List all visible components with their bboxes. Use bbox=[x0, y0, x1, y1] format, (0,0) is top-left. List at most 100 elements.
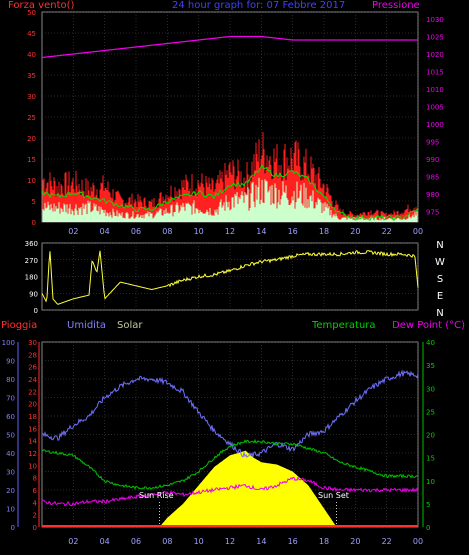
wind-x-tick: 02 bbox=[68, 227, 78, 236]
wind-x-tick: 06 bbox=[131, 227, 141, 236]
wind-y-tick: 45 bbox=[27, 30, 36, 38]
humidity-y-tick: 40 bbox=[6, 450, 15, 458]
wind-y-tick: 10 bbox=[27, 177, 36, 185]
wind-x-tick: 22 bbox=[382, 227, 392, 236]
direction-y-tick: 180 bbox=[25, 274, 38, 282]
pressure-y-tick: 1015 bbox=[426, 69, 444, 77]
wind-y-tick: 0 bbox=[32, 219, 36, 227]
solar-title: Solar bbox=[117, 320, 143, 331]
compass-e: E bbox=[437, 291, 443, 302]
humidity-y-tick: 60 bbox=[6, 413, 15, 421]
rain-y-tick: 22 bbox=[28, 388, 37, 396]
pressure-y-tick: 1025 bbox=[426, 34, 444, 42]
rain-title: Pioggia bbox=[1, 320, 38, 331]
temperature-y-tick: 30 bbox=[426, 385, 435, 393]
rain-y-tick: 18 bbox=[28, 413, 37, 421]
wind-y-tick: 30 bbox=[27, 93, 36, 101]
direction-y-tick: 360 bbox=[25, 240, 38, 248]
temperature-y-tick: 15 bbox=[426, 455, 435, 463]
avg-wind-line bbox=[41, 164, 419, 222]
direction-y-tick: 90 bbox=[29, 290, 38, 298]
direction-y-tick: 0 bbox=[34, 307, 38, 315]
humidity-y-tick: 80 bbox=[6, 376, 15, 384]
wind-x-tick: 16 bbox=[288, 227, 298, 236]
temperature-y-tick: 25 bbox=[426, 408, 435, 416]
wind-y-tick: 15 bbox=[27, 156, 36, 164]
humidity-y-tick: 0 bbox=[11, 524, 15, 532]
rain-y-tick: 14 bbox=[28, 438, 37, 446]
dew-point-line bbox=[41, 476, 419, 507]
compass-n: N bbox=[436, 308, 443, 319]
pressure-y-tick: 1005 bbox=[426, 104, 444, 112]
rain-y-tick: 2 bbox=[33, 512, 37, 520]
humidity-y-tick: 20 bbox=[6, 487, 15, 495]
bottom-header: Pioggia Umidita Solar Temperatura Dew Po… bbox=[0, 320, 469, 334]
humidity-title: Umidita bbox=[67, 320, 107, 331]
rain-y-tick: 12 bbox=[28, 450, 37, 458]
wind-y-tick: 50 bbox=[27, 9, 36, 17]
temperature-y-tick: 5 bbox=[426, 501, 430, 509]
grid-layer bbox=[41, 11, 419, 528]
wind-y-tick: 20 bbox=[27, 135, 36, 143]
humidity-line bbox=[42, 369, 419, 458]
climate-x-tick: 02 bbox=[68, 537, 78, 546]
temperature-y-tick: 35 bbox=[426, 362, 435, 370]
rain-y-tick: 4 bbox=[33, 499, 38, 507]
rain-y-tick: 0 bbox=[33, 524, 37, 532]
direction-y-tick: 270 bbox=[25, 257, 38, 265]
rain-y-tick: 6 bbox=[33, 487, 38, 495]
compass-w: W bbox=[435, 257, 445, 268]
wind-x-tick: 14 bbox=[256, 227, 266, 236]
pressure-title: Pressione bbox=[372, 0, 420, 11]
climate-x-tick: 16 bbox=[288, 537, 298, 546]
rain-y-tick: 20 bbox=[28, 401, 37, 409]
climate-x-tick: 10 bbox=[194, 537, 204, 546]
compass-s: S bbox=[437, 274, 443, 285]
climate-x-tick: 04 bbox=[100, 537, 110, 546]
rain-y-tick: 8 bbox=[33, 475, 37, 483]
climate-x-tick: 12 bbox=[225, 537, 235, 546]
compass-n: N bbox=[436, 240, 443, 251]
pressure-y-tick: 980 bbox=[426, 191, 439, 199]
direction-line bbox=[41, 250, 419, 305]
temperature-title: Temperatura bbox=[312, 320, 376, 331]
pressure-y-tick: 1010 bbox=[426, 86, 444, 94]
temperature-line bbox=[41, 438, 419, 490]
wind-x-tick: 08 bbox=[162, 227, 172, 236]
wind-x-tick: 04 bbox=[100, 227, 110, 236]
pressure-line bbox=[41, 35, 418, 59]
humidity-y-tick: 70 bbox=[6, 395, 15, 403]
climate-x-tick: 14 bbox=[256, 537, 266, 546]
humidity-y-tick: 10 bbox=[6, 506, 15, 514]
wind-y-tick: 40 bbox=[27, 51, 36, 59]
humidity-y-tick: 100 bbox=[2, 339, 15, 347]
climate-x-tick: 08 bbox=[162, 537, 172, 546]
wind-x-tick: 12 bbox=[225, 227, 235, 236]
climate-x-tick: 00 bbox=[413, 537, 423, 546]
sun-set-label: Sun Set bbox=[318, 491, 349, 500]
dew-point-title: Dew Point (°C) bbox=[392, 320, 466, 331]
top-header: Forza vento() 24 hour graph for: 07 Febb… bbox=[0, 0, 469, 12]
pressure-y-tick: 1030 bbox=[426, 16, 444, 24]
wind-title: Forza vento() bbox=[8, 0, 75, 11]
rain-y-tick: 26 bbox=[28, 364, 37, 372]
wind-x-tick: 20 bbox=[350, 227, 360, 236]
temperature-y-tick: 0 bbox=[426, 524, 430, 532]
temperature-y-tick: 10 bbox=[426, 478, 435, 486]
pressure-y-tick: 990 bbox=[426, 156, 439, 164]
humidity-y-tick: 50 bbox=[6, 432, 15, 440]
climate-x-tick: 18 bbox=[319, 537, 329, 546]
climate-x-tick: 20 bbox=[350, 537, 360, 546]
climate-x-tick: 22 bbox=[382, 537, 392, 546]
rain-y-tick: 10 bbox=[28, 462, 37, 470]
rain-y-tick: 28 bbox=[28, 351, 37, 359]
wind-x-tick: 18 bbox=[319, 227, 329, 236]
temperature-y-tick: 20 bbox=[426, 432, 435, 440]
rain-y-tick: 16 bbox=[28, 425, 37, 433]
series-layer bbox=[41, 35, 419, 527]
pressure-y-tick: 985 bbox=[426, 174, 439, 182]
rain-y-tick: 24 bbox=[28, 376, 37, 384]
axis-layer: 0510152025303540455097598098599099510001… bbox=[2, 9, 445, 546]
humidity-y-tick: 90 bbox=[6, 358, 15, 366]
